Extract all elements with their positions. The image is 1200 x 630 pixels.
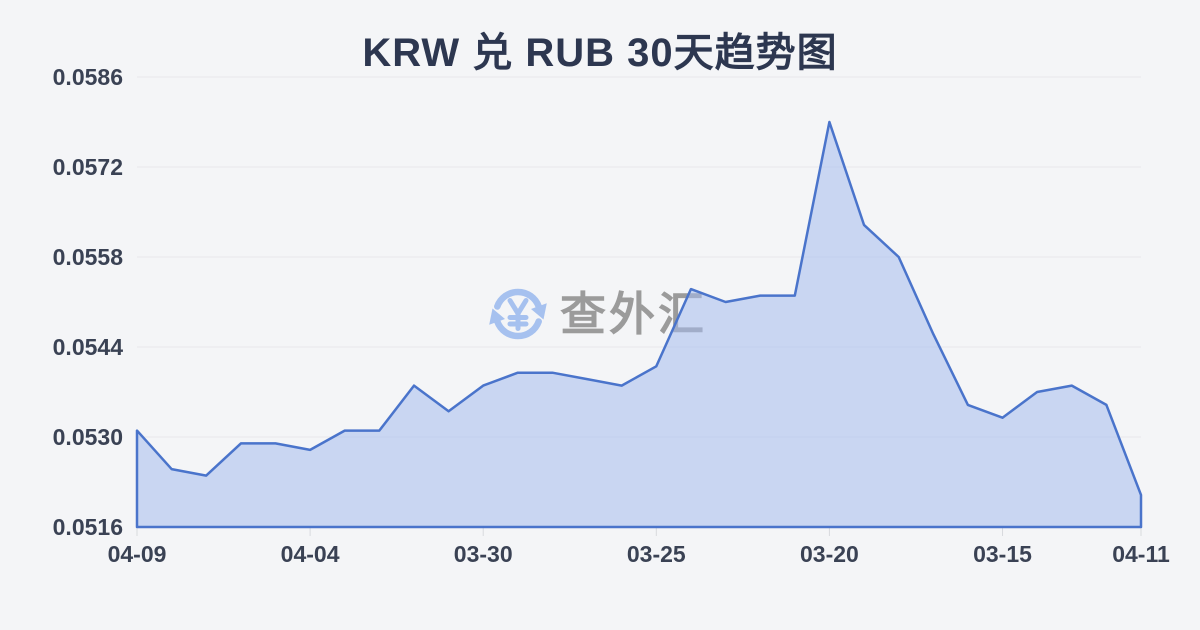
area-series — [135, 120, 1143, 529]
x-axis-label: 03-25 — [626, 541, 686, 567]
x-axis-label: 04-09 — [107, 541, 167, 567]
y-axis-label: 0.0516 — [52, 514, 123, 540]
y-axis-label: 0.0586 — [52, 64, 123, 90]
page-title: KRW 兑 RUB 30天趋势图 — [362, 31, 838, 75]
currency-exchange-icon — [486, 284, 550, 344]
x-axis-label: 03-15 — [973, 541, 1032, 567]
y-axis-label: 0.0544 — [52, 334, 123, 360]
y-axis-label: 0.0558 — [52, 244, 123, 270]
x-axis-label: 03-20 — [799, 541, 859, 567]
x-axis-ticks — [136, 528, 1142, 536]
x-axis-label: 04-04 — [280, 541, 340, 567]
x-axis-label: 03-30 — [453, 541, 513, 567]
y-axis-label: 0.0530 — [52, 424, 123, 450]
x-axis-label: 04-11 — [1112, 541, 1170, 567]
y-axis-label: 0.0572 — [52, 154, 123, 180]
